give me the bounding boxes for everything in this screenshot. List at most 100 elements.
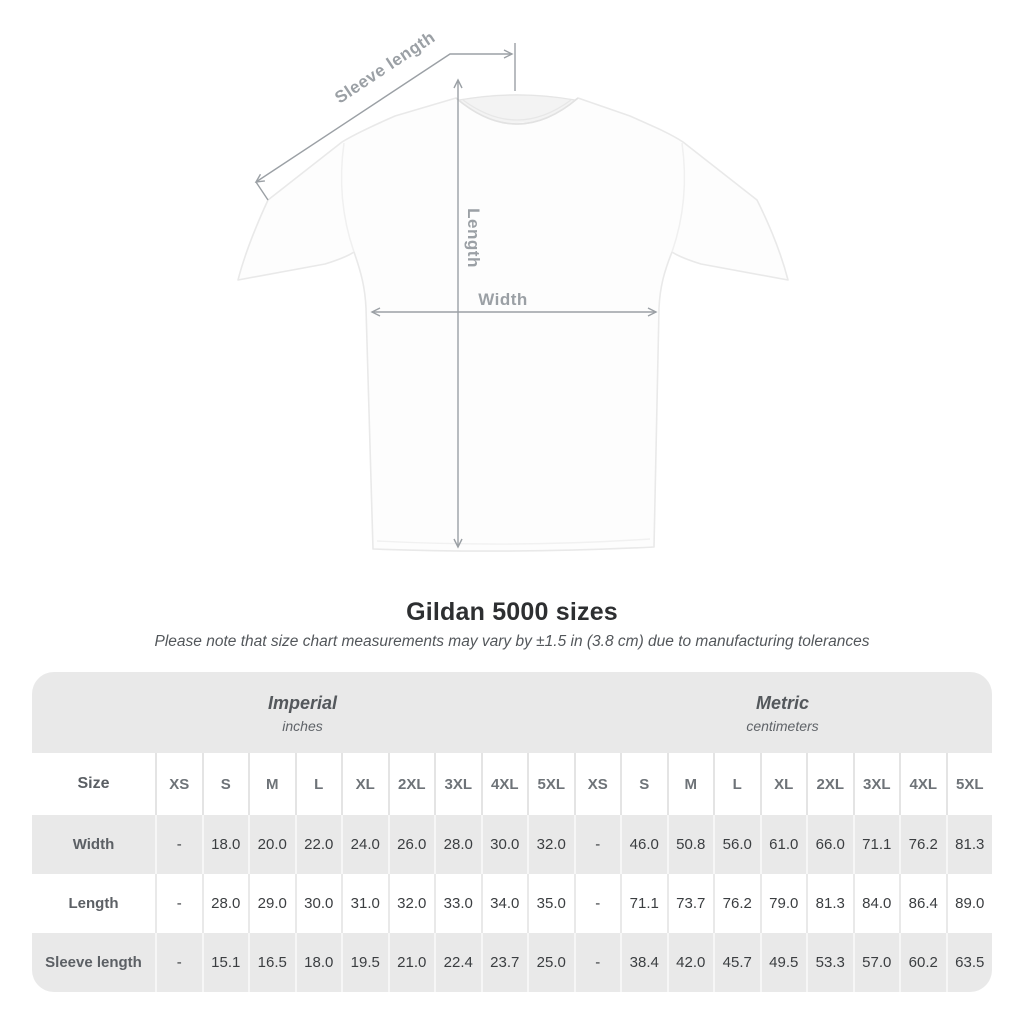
measurement-value: 66.0 bbox=[806, 815, 853, 874]
measurement-value: 29.0 bbox=[248, 874, 295, 933]
metric-group-title: Metric bbox=[755, 693, 809, 713]
measurement-value: 49.5 bbox=[759, 933, 807, 992]
tshirt-right-sleeve-seam bbox=[671, 142, 686, 253]
size-column-header: 4XL bbox=[480, 753, 528, 815]
page-title: Gildan 5000 sizes bbox=[406, 598, 618, 626]
length-label: Length bbox=[464, 208, 483, 268]
measurement-value: 31.0 bbox=[341, 874, 388, 933]
imperial-group-subtitle: inches bbox=[282, 718, 323, 734]
page-subtitle: Please note that size chart measurements… bbox=[154, 633, 870, 650]
measurement-value: 76.2 bbox=[899, 815, 946, 874]
measurement-value: - bbox=[155, 933, 202, 992]
table-row-width: Width -18.0 20.0 22.0 24.0 26.0 28.0 30.0 32.0-4… bbox=[32, 815, 992, 874]
row-label: Sleeve length bbox=[45, 954, 142, 971]
measurement-value: 25.0 bbox=[527, 933, 574, 992]
measurement-value: 46.0 bbox=[620, 815, 667, 874]
measurement-value: 16.5 bbox=[248, 933, 295, 992]
measurement-value: 86.4 bbox=[899, 874, 946, 933]
size-column-header: 3XL bbox=[434, 753, 481, 815]
measurement-value: 19.5 bbox=[341, 933, 388, 992]
measurement-value: 71.1 bbox=[852, 815, 900, 874]
measurement-value: 73.7 bbox=[666, 874, 714, 933]
size-column-title: Size bbox=[77, 775, 110, 792]
size-column-header: M bbox=[666, 753, 714, 815]
measurement-value: 21.0 bbox=[387, 933, 435, 992]
measurement-value: 45.7 bbox=[713, 933, 760, 992]
size-column-header: L bbox=[294, 753, 342, 815]
tshirt-body bbox=[237, 97, 789, 552]
measurement-value: 53.3 bbox=[806, 933, 853, 992]
size-table: Imperial inches Metric centimeters Size … bbox=[32, 672, 992, 992]
metric-group-subtitle: centimeters bbox=[746, 718, 819, 734]
measurement-value: 81.3 bbox=[945, 815, 993, 874]
measurement-value: 20.0 bbox=[248, 815, 295, 874]
measurement-value: 28.0 bbox=[201, 874, 249, 933]
size-column-header: XL bbox=[759, 753, 807, 815]
tshirt-hem-stitch bbox=[376, 538, 651, 545]
measurement-value: 30.0 bbox=[480, 815, 528, 874]
sleeve-length-arrow bbox=[254, 49, 514, 183]
measurement-value: 76.2 bbox=[713, 874, 760, 933]
measurement-value: 89.0 bbox=[945, 874, 993, 933]
measurement-value: - bbox=[573, 815, 621, 874]
table-row-length: Length -28.0 29.0 30.0 31.0 32.0 33.0 34.0 35.0-… bbox=[32, 874, 992, 933]
measurement-value: 32.0 bbox=[387, 874, 435, 933]
measurement-value: 22.4 bbox=[434, 933, 481, 992]
size-column-header: 3XL bbox=[852, 753, 900, 815]
measurement-value: 57.0 bbox=[852, 933, 900, 992]
measurement-value: 18.0 bbox=[201, 815, 249, 874]
measurement-value: - bbox=[155, 874, 202, 933]
size-column-header: 5XL bbox=[527, 753, 574, 815]
measurement-arrows bbox=[254, 43, 658, 549]
size-column-header: S bbox=[620, 753, 667, 815]
measurement-value: 61.0 bbox=[759, 815, 807, 874]
table-row-sleeve-length: Sleeve length -15.1 16.5 18.0 19.5 21.0 22.4 23… bbox=[32, 933, 992, 992]
size-column-header: 2XL bbox=[387, 753, 435, 815]
measurement-value: 23.7 bbox=[480, 933, 528, 992]
size-column-header: XL bbox=[341, 753, 388, 815]
size-column-header: M bbox=[248, 753, 295, 815]
measurement-value: 38.4 bbox=[620, 933, 667, 992]
measurement-value: 35.0 bbox=[527, 874, 574, 933]
measurement-value: 15.1 bbox=[201, 933, 249, 992]
measurement-value: 60.2 bbox=[899, 933, 946, 992]
measurement-value: 71.1 bbox=[620, 874, 667, 933]
row-label: Width bbox=[72, 836, 115, 853]
measurement-value: 42.0 bbox=[666, 933, 714, 992]
size-column-header: 4XL bbox=[899, 753, 946, 815]
sleeve-length-label: Sleeve length bbox=[331, 27, 438, 107]
measurement-value: 28.0 bbox=[434, 815, 481, 874]
measurement-value: 22.0 bbox=[294, 815, 342, 874]
measurement-value: - bbox=[573, 933, 621, 992]
metric-group-header: Metric centimeters bbox=[573, 672, 992, 753]
measurement-value: 56.0 bbox=[713, 815, 760, 874]
tshirt-illustration bbox=[237, 94, 789, 552]
measurement-value: 18.0 bbox=[294, 933, 342, 992]
measurement-value: - bbox=[573, 874, 621, 933]
measurement-value: 63.5 bbox=[945, 933, 993, 992]
size-column-header: XS bbox=[155, 753, 202, 815]
measurement-value: 81.3 bbox=[806, 874, 853, 933]
size-column-header: S bbox=[201, 753, 249, 815]
measurement-value: 33.0 bbox=[434, 874, 481, 933]
size-header-row: Size XS S M L XL 2XL 3XL 4XL 5XL XS S M L XL 2XL 3XL 4XL… bbox=[32, 753, 992, 815]
row-label: Length bbox=[68, 895, 119, 912]
measurement-value: 50.8 bbox=[666, 815, 714, 874]
measurement-value: 84.0 bbox=[852, 874, 900, 933]
measurement-value: 32.0 bbox=[527, 815, 574, 874]
measurement-value: 34.0 bbox=[480, 874, 528, 933]
measurement-value: 79.0 bbox=[759, 874, 807, 933]
size-column-header: L bbox=[713, 753, 760, 815]
width-label: Width bbox=[478, 290, 528, 309]
tshirt-measurement-diagram: Sleeve length Length Width bbox=[237, 27, 789, 552]
size-column-header: XS bbox=[573, 753, 621, 815]
measurement-value: 26.0 bbox=[387, 815, 435, 874]
measurement-value: - bbox=[155, 815, 202, 874]
measurement-value: 24.0 bbox=[341, 815, 388, 874]
imperial-group-header: Imperial inches bbox=[32, 672, 573, 753]
unit-group-header-row: Imperial inches Metric centimeters bbox=[32, 672, 992, 753]
size-column-header: 5XL bbox=[945, 753, 993, 815]
size-column-header: 2XL bbox=[806, 753, 853, 815]
imperial-group-title: Imperial bbox=[267, 693, 338, 713]
